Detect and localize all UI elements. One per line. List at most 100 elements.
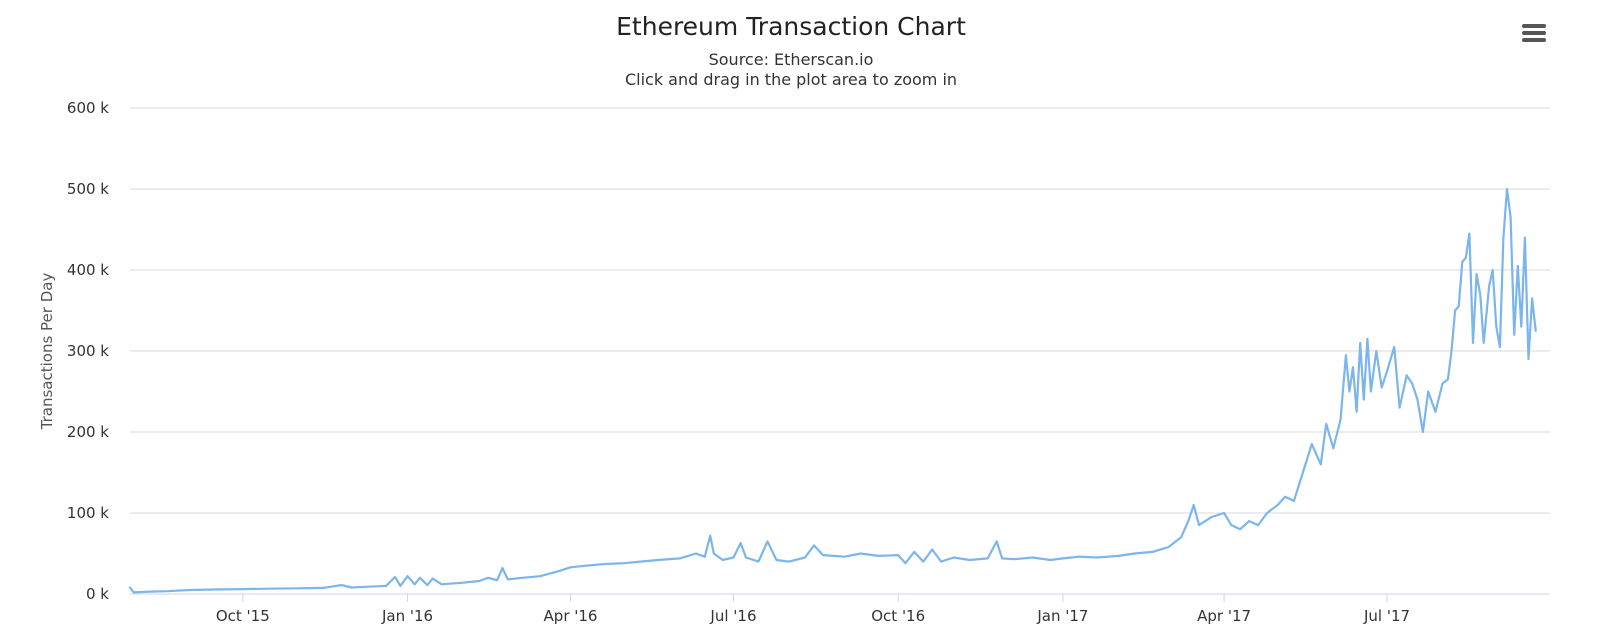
data-point[interactable] — [148, 590, 151, 593]
data-point[interactable] — [1520, 325, 1523, 328]
data-point[interactable] — [1359, 342, 1362, 344]
data-point[interactable] — [1434, 410, 1437, 413]
data-point[interactable] — [267, 587, 269, 590]
data-point[interactable] — [1210, 516, 1213, 518]
data-point[interactable] — [322, 587, 325, 589]
data-point[interactable] — [569, 566, 572, 569]
data-point[interactable] — [1427, 390, 1430, 393]
data-point[interactable] — [501, 567, 504, 569]
hamburger-menu-icon[interactable] — [1522, 24, 1546, 44]
data-point[interactable] — [1479, 293, 1482, 296]
data-point[interactable] — [394, 576, 396, 578]
data-point[interactable] — [1187, 520, 1190, 522]
data-point[interactable] — [1345, 354, 1347, 356]
data-point[interactable] — [1464, 257, 1467, 259]
data-point[interactable] — [766, 540, 769, 543]
data-point[interactable] — [757, 560, 760, 563]
data-point[interactable] — [521, 576, 524, 579]
series-line-0[interactable] — [128, 187, 1537, 594]
data-point[interactable] — [922, 560, 925, 563]
data-point[interactable] — [1332, 447, 1335, 450]
data-point[interactable] — [188, 589, 191, 591]
data-point[interactable] — [1422, 431, 1424, 433]
data-point[interactable] — [940, 560, 943, 563]
data-point[interactable] — [487, 576, 489, 579]
data-point[interactable] — [1531, 297, 1533, 300]
data-point[interactable] — [1223, 512, 1225, 514]
data-point[interactable] — [1495, 325, 1498, 328]
data-point[interactable] — [1257, 524, 1259, 526]
data-point[interactable] — [952, 556, 955, 559]
data-point[interactable] — [1509, 216, 1512, 219]
data-point[interactable] — [745, 556, 747, 559]
data-point[interactable] — [1454, 309, 1456, 312]
data-point[interactable] — [623, 562, 626, 565]
data-point[interactable] — [1167, 546, 1170, 548]
data-point[interactable] — [1310, 443, 1313, 445]
data-point[interactable] — [1284, 495, 1286, 498]
data-point[interactable] — [1180, 536, 1182, 539]
data-point[interactable] — [1513, 333, 1516, 336]
data-point[interactable] — [1062, 557, 1064, 560]
data-point[interactable] — [506, 578, 509, 581]
data-point[interactable] — [1151, 551, 1154, 553]
data-point[interactable] — [1276, 504, 1279, 506]
data-point[interactable] — [1370, 390, 1372, 393]
data-point[interactable] — [1375, 350, 1378, 352]
data-point[interactable] — [399, 585, 402, 587]
data-point[interactable] — [1475, 273, 1478, 275]
data-point[interactable] — [1239, 528, 1242, 531]
data-point[interactable] — [1117, 555, 1120, 557]
data-point[interactable] — [241, 588, 244, 590]
data-point[interactable] — [1524, 236, 1526, 239]
data-point[interactable] — [132, 591, 135, 594]
data-point[interactable] — [709, 534, 712, 537]
data-point[interactable] — [995, 540, 998, 543]
data-point[interactable] — [603, 563, 606, 565]
data-point[interactable] — [1386, 370, 1388, 373]
data-point[interactable] — [1001, 557, 1003, 560]
data-point[interactable] — [1393, 346, 1396, 348]
data-point[interactable] — [1447, 378, 1449, 381]
data-point[interactable] — [712, 552, 715, 555]
data-point[interactable] — [1013, 558, 1016, 561]
data-point[interactable] — [367, 585, 370, 588]
data-point[interactable] — [1457, 305, 1460, 308]
data-point[interactable] — [1362, 398, 1365, 401]
data-point[interactable] — [1482, 342, 1485, 344]
data-point[interactable] — [297, 587, 300, 590]
data-point[interactable] — [539, 575, 541, 578]
data-point[interactable] — [678, 557, 681, 560]
data-point[interactable] — [721, 559, 724, 561]
data-point[interactable] — [213, 588, 216, 591]
data-point[interactable] — [1348, 390, 1351, 393]
data-point[interactable] — [406, 575, 409, 578]
data-point[interactable] — [1450, 350, 1453, 352]
data-point[interactable] — [1468, 232, 1471, 235]
data-point[interactable] — [1248, 520, 1251, 522]
data-point[interactable] — [739, 542, 742, 544]
data-point[interactable] — [440, 583, 443, 586]
data-point[interactable] — [859, 552, 862, 555]
data-point[interactable] — [1366, 338, 1369, 340]
data-point[interactable] — [804, 556, 806, 559]
data-point[interactable] — [1491, 269, 1494, 271]
data-point[interactable] — [478, 580, 481, 582]
data-point[interactable] — [385, 585, 387, 587]
data-point[interactable] — [585, 564, 588, 567]
data-point[interactable] — [913, 551, 916, 553]
data-point[interactable] — [1534, 329, 1537, 332]
data-point[interactable] — [968, 559, 971, 561]
data-point[interactable] — [1488, 285, 1490, 288]
data-point[interactable] — [877, 555, 880, 557]
data-point[interactable] — [1192, 504, 1195, 506]
data-point[interactable] — [822, 554, 824, 556]
data-point[interactable] — [351, 586, 353, 589]
data-point[interactable] — [931, 548, 934, 551]
data-point[interactable] — [1266, 512, 1268, 514]
data-point[interactable] — [904, 562, 907, 565]
data-point[interactable] — [426, 584, 429, 586]
data-point[interactable] — [1441, 382, 1444, 385]
data-point[interactable] — [1096, 556, 1098, 559]
data-point[interactable] — [732, 556, 735, 559]
